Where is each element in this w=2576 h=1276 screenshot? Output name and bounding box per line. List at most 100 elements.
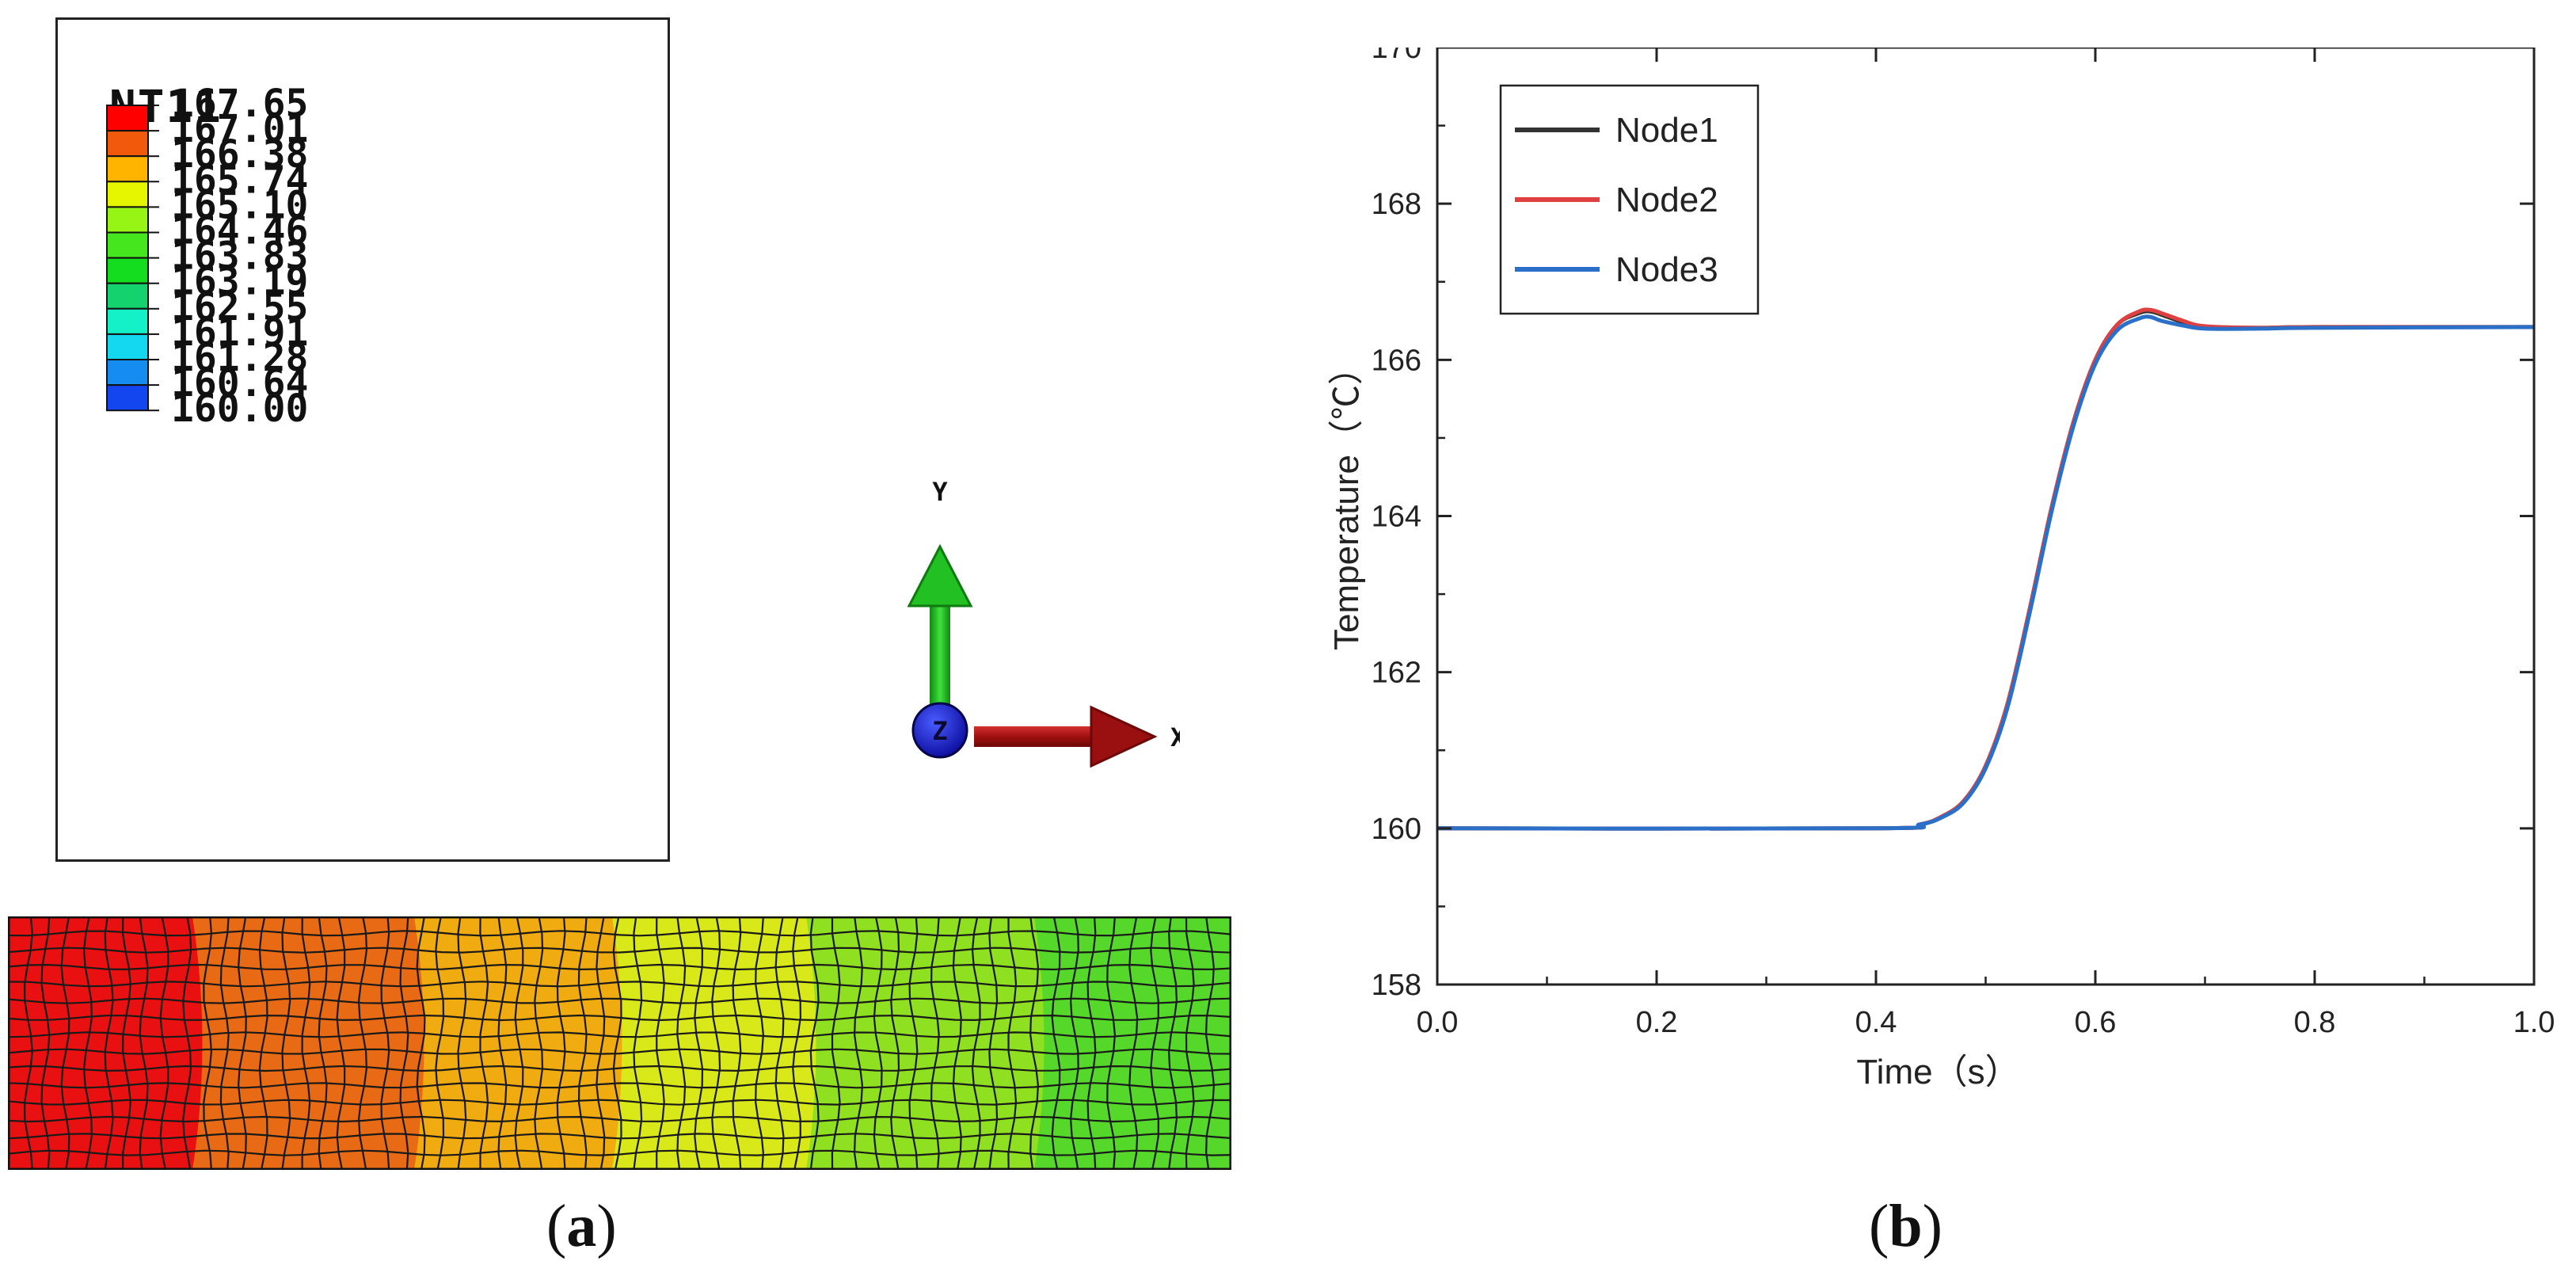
- mesh-temperature-band: [612, 916, 818, 1170]
- mesh-line: [534, 916, 544, 1170]
- mesh-line: [8, 1065, 1231, 1072]
- axis-triad: Y X Z: [907, 477, 1180, 768]
- legend-value: 163.19: [171, 260, 308, 304]
- mesh-temperature-band: [192, 916, 426, 1170]
- mesh-line: [23, 916, 33, 1170]
- mesh-line: [1128, 916, 1139, 1170]
- y-tick-label: 168: [1372, 188, 1421, 221]
- legend-entry-label: Node3: [1615, 250, 1718, 289]
- mesh-line: [8, 963, 1231, 971]
- mesh-line: [281, 916, 291, 1170]
- legend-swatch: [106, 282, 149, 310]
- mesh-line: [497, 916, 508, 1170]
- z-axis-label: Z: [932, 716, 947, 746]
- chart-legend: Node1 Node2 Node3: [1499, 84, 1760, 315]
- mesh-line: [1185, 916, 1195, 1170]
- mesh-line: [755, 916, 765, 1170]
- legend-swatch: [106, 359, 149, 387]
- y-axis-title: Temperature（℃）: [1327, 350, 1366, 650]
- legend-swatch: [106, 130, 149, 158]
- mesh-line: [8, 1149, 1231, 1156]
- mesh-line: [1167, 916, 1178, 1170]
- y-axis-label: Y: [932, 477, 948, 507]
- caption-a: (a): [546, 1193, 617, 1259]
- mesh-line: [203, 916, 213, 1170]
- legend-value: 161.91: [171, 310, 308, 355]
- mesh-line: [952, 916, 962, 1170]
- mesh-line: [139, 916, 149, 1170]
- y-tick-label: 160: [1372, 813, 1421, 846]
- legend-value: 162.55: [171, 285, 308, 329]
- mesh-line: [380, 916, 390, 1170]
- y-tick-label: 170: [1372, 48, 1421, 65]
- mesh-line: [40, 916, 51, 1170]
- legend-value: 161.28: [171, 336, 308, 380]
- mesh-border: [8, 916, 1231, 1170]
- mesh-line: [694, 916, 704, 1170]
- mesh-line: [457, 916, 467, 1170]
- x-tick-label: 1.0: [2513, 1006, 2555, 1039]
- mesh-line: [258, 916, 268, 1170]
- temperature-chart: 0.0 0.2 0.4 0.6 0.8 1.0 158 160 162 164 166 168 170 T…: [1327, 48, 2555, 1091]
- mesh-line: [853, 916, 864, 1170]
- mesh-line: [514, 916, 524, 1170]
- mesh-line: [1204, 916, 1216, 1170]
- mesh-line: [301, 916, 311, 1170]
- mesh-line: [336, 916, 346, 1170]
- legend-swatch: [106, 333, 149, 360]
- mesh-line: [399, 916, 409, 1170]
- x-tick-label: 0.8: [2294, 1006, 2336, 1039]
- mesh-line: [182, 916, 192, 1170]
- mesh-line: [219, 916, 230, 1170]
- mesh-line: [8, 1082, 1231, 1089]
- legend-swatch: [106, 206, 149, 234]
- y-tick-label: 162: [1372, 657, 1421, 690]
- x-tick-label: 0.2: [1636, 1006, 1678, 1039]
- mesh-line: [1029, 916, 1040, 1170]
- mesh-line: [104, 916, 114, 1170]
- y-tick-label: 158: [1372, 969, 1421, 1002]
- x-axis-arrowhead: [1090, 705, 1158, 768]
- mesh-line: [595, 916, 606, 1170]
- mesh-line: [633, 916, 643, 1170]
- mesh-line: [774, 916, 785, 1170]
- mesh-line: [676, 916, 687, 1170]
- mesh-line: [711, 916, 721, 1170]
- mesh-line: [1069, 916, 1079, 1170]
- mesh-line: [1106, 916, 1117, 1170]
- legend-value: 166.38: [171, 132, 308, 177]
- mesh-line: [1007, 916, 1018, 1170]
- legend-entry-label: Node2: [1615, 181, 1718, 219]
- mesh-line: [159, 916, 169, 1170]
- mesh-line: [8, 1048, 1231, 1055]
- mesh-line: [1150, 916, 1160, 1170]
- mesh-line: [873, 916, 883, 1170]
- x-axis-label: X: [1170, 722, 1180, 752]
- x-tick-label: 0.0: [1417, 1006, 1459, 1039]
- legend-value: 164.46: [171, 209, 308, 253]
- mesh-line: [556, 916, 566, 1170]
- mesh-line: [988, 916, 999, 1170]
- legend-swatch: [106, 307, 149, 335]
- legend-entry-label: Node1: [1615, 111, 1718, 150]
- mesh-line: [1086, 916, 1097, 1170]
- mesh-line: [1051, 916, 1061, 1170]
- y-axis-shaft: [930, 602, 950, 713]
- legend-value: 165.10: [171, 183, 308, 227]
- mesh-line: [121, 916, 131, 1170]
- legend-value: 167.65: [171, 82, 308, 126]
- mesh-line: [890, 916, 900, 1170]
- mesh-line: [656, 916, 665, 1170]
- y-axis-arrowhead: [907, 543, 973, 608]
- mesh-line: [930, 916, 940, 1170]
- legend-swatch: [106, 181, 149, 208]
- mesh-line: [357, 916, 368, 1170]
- legend-value: 160.00: [171, 387, 308, 431]
- y-tick-label: 164: [1372, 501, 1421, 534]
- mesh-line: [8, 947, 1231, 954]
- legend-swatch: [106, 384, 149, 412]
- legend-swatch: [106, 105, 149, 132]
- y-tick-label: 166: [1372, 344, 1421, 377]
- mesh-line: [82, 916, 93, 1170]
- mesh-line: [8, 930, 1231, 937]
